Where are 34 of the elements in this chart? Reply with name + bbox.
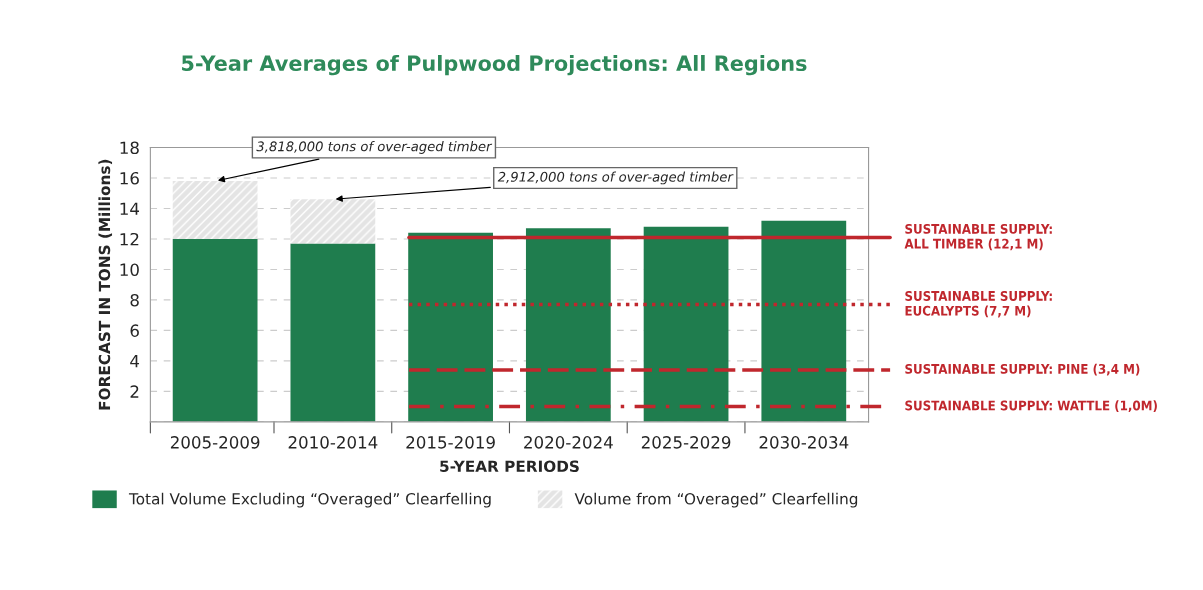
y-tick-label: 12 — [120, 232, 139, 246]
y-tick-label: 6 — [130, 324, 139, 337]
legend-label: Total Volume Excluding “Overaged” Clearfelling — [128, 492, 491, 508]
y-tick-label: 14 — [120, 202, 140, 215]
x-tick-label: 2010-2014 — [288, 436, 378, 449]
bar — [643, 226, 729, 422]
y-tick-label: 16 — [120, 171, 139, 185]
bar — [761, 220, 847, 422]
bar — [408, 232, 493, 422]
x-tick-label: 2025-2029 — [641, 436, 731, 449]
y-tick-label: 2 — [130, 385, 139, 398]
chart-title: 5-Year Averages of Pulpwood Projections: All Regions — [182, 54, 807, 76]
annotation: 2,912,000 tons of over-aged timber — [497, 171, 734, 185]
bar — [172, 181, 258, 239]
bar — [525, 228, 611, 422]
y-tick-label: 8 — [130, 293, 139, 307]
x-tick-label: 2005-2009 — [170, 436, 260, 449]
y-tick-label: 10 — [120, 263, 139, 276]
x-tick-label: 2020-2024 — [524, 436, 613, 449]
bar — [290, 243, 376, 422]
ref-line-label: SUSTAINABLE SUPPLY: ALL TIMBER (12,1 M) — [904, 223, 1052, 251]
legend-label: Volume from “Overaged” Clearfelling — [574, 492, 858, 508]
y-tick-label: 18 — [120, 141, 139, 155]
bar — [290, 199, 376, 244]
x-tick-label: 2030-2034 — [759, 436, 849, 449]
x-tick-label: 2015-2019 — [406, 436, 495, 449]
ref-line-label: SUSTAINABLE SUPPLY: WATTLE (1,0M) — [905, 400, 1157, 413]
ref-line-label: SUSTAINABLE SUPPLY: PINE (3,4 M) — [905, 363, 1140, 376]
bar — [172, 238, 258, 422]
y-axis-title: FORECAST IN TONS (Millions) — [98, 159, 113, 410]
y-tick-label: 4 — [130, 355, 140, 368]
x-axis-title: 5-YEAR PERIODS — [440, 460, 579, 473]
annotation: 3,818,000 tons of over-aged timber — [256, 141, 493, 154]
ref-line-label: SUSTAINABLE SUPPLY: EUCALYPTS (7,7 M) — [905, 290, 1052, 318]
